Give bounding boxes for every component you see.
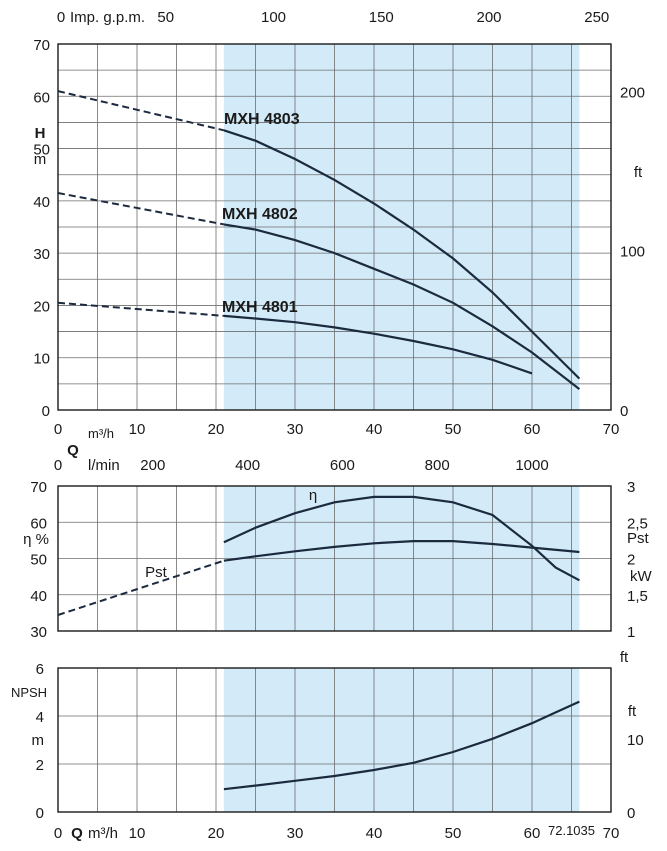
x-tick-label: 0 bbox=[54, 421, 62, 438]
series-mxh-4802-extrapolated bbox=[57, 192, 225, 226]
figure-code: 72.1035 bbox=[548, 823, 595, 838]
series-label: Pst bbox=[145, 564, 168, 581]
right-tick-label: 2 bbox=[627, 552, 635, 569]
x-tick-label: 50 bbox=[445, 825, 462, 842]
series-npsh-line bbox=[223, 700, 580, 791]
x-tick-label: 10 bbox=[129, 421, 146, 438]
right-tick-label: 1 bbox=[627, 624, 635, 641]
y-tick-label: 2 bbox=[36, 757, 44, 774]
y-tick-label: 0 bbox=[42, 403, 50, 420]
x-tick-label: 50 bbox=[445, 421, 462, 438]
top-tick-label: 600 bbox=[330, 457, 355, 474]
x-axis-label: Q bbox=[71, 825, 83, 842]
x-axis-label: Q bbox=[67, 442, 79, 459]
plot-frame bbox=[57, 667, 612, 813]
y-tick-label: 10 bbox=[33, 351, 50, 368]
right-tick-label: 1,5 bbox=[627, 588, 648, 605]
right-axis-label: Pst bbox=[627, 530, 650, 547]
series-eta-line bbox=[223, 495, 580, 582]
series-pst-extrapolated bbox=[57, 559, 225, 616]
y-tick-label: 60 bbox=[30, 515, 47, 532]
right-tick-label: 3 bbox=[627, 479, 635, 496]
x-tick-label: 20 bbox=[208, 421, 225, 438]
x-unit-label: m³/h bbox=[88, 426, 114, 441]
right-unit-label: ft bbox=[634, 164, 643, 181]
y-tick-label: 30 bbox=[30, 624, 47, 641]
right-unit-label: kW bbox=[630, 568, 653, 585]
top-tick-label: 100 bbox=[261, 9, 286, 26]
top-tick-label: 0 bbox=[54, 457, 62, 474]
y-axis-label: η % bbox=[23, 531, 49, 548]
top-tick-label: 200 bbox=[477, 9, 502, 26]
y-tick-label: 50 bbox=[33, 142, 50, 159]
top-tick-label: 250 bbox=[584, 9, 609, 26]
top-tick-label: 200 bbox=[140, 457, 165, 474]
y-tick-label: 0 bbox=[36, 805, 44, 822]
series-label: MXH 4802 bbox=[222, 206, 298, 223]
series-mxh-4801-extrapolated bbox=[57, 301, 224, 317]
series-mxh-4803-line bbox=[223, 129, 581, 380]
x-tick-label: 40 bbox=[366, 825, 383, 842]
y-tick-label: 60 bbox=[33, 89, 50, 106]
plot-frame bbox=[57, 43, 612, 411]
right-unit-label: ft bbox=[620, 649, 629, 666]
y-tick-label: 30 bbox=[33, 246, 50, 263]
top-tick-label: 1000 bbox=[515, 457, 548, 474]
plot-frame bbox=[57, 485, 612, 632]
y-tick-label: 40 bbox=[30, 588, 47, 605]
operating-range-shade bbox=[223, 668, 580, 812]
right-tick-label: 0 bbox=[620, 403, 628, 420]
top-axis-label: l/min bbox=[88, 457, 120, 474]
y-tick-label: 50 bbox=[30, 552, 47, 569]
series-mxh-4802-line bbox=[223, 223, 581, 390]
y-axis-label: H bbox=[35, 125, 46, 142]
series-mxh-4801-line bbox=[223, 314, 533, 375]
series-label: η bbox=[309, 487, 317, 504]
x-tick-label: 70 bbox=[603, 421, 620, 438]
y-unit-label: m bbox=[34, 151, 47, 168]
top-axis-label: Imp. g.p.m. bbox=[70, 9, 145, 26]
series-mxh-4803-extrapolated bbox=[57, 90, 225, 132]
x-tick-label: 40 bbox=[366, 421, 383, 438]
x-tick-label: 60 bbox=[524, 421, 541, 438]
y-axis-label: NPSH bbox=[11, 685, 47, 700]
x-tick-label: 60 bbox=[524, 825, 541, 842]
x-tick-label: 0 bbox=[54, 825, 62, 842]
x-unit-label: m³/h bbox=[88, 825, 118, 842]
right-tick-label: 200 bbox=[620, 84, 645, 101]
series-pst-line bbox=[223, 540, 580, 562]
y-tick-label: 40 bbox=[33, 194, 50, 211]
y-tick-label: 6 bbox=[36, 661, 44, 678]
top-tick-label: 50 bbox=[157, 9, 174, 26]
right-tick-label: 2,5 bbox=[627, 515, 648, 532]
y-tick-label: 70 bbox=[30, 479, 47, 496]
y-tick-label: 4 bbox=[36, 709, 44, 726]
y-tick-label: 70 bbox=[33, 37, 50, 54]
right-tick-label: 100 bbox=[620, 244, 645, 261]
x-tick-label: 20 bbox=[208, 825, 225, 842]
top-tick-label: 150 bbox=[369, 9, 394, 26]
x-tick-label: 30 bbox=[287, 421, 304, 438]
x-tick-label: 10 bbox=[129, 825, 146, 842]
x-tick-label: 30 bbox=[287, 825, 304, 842]
right-unit-label: ft bbox=[628, 703, 637, 720]
y-tick-label: 20 bbox=[33, 298, 50, 315]
y-unit-label: m bbox=[32, 732, 45, 749]
top-tick-label: 0 bbox=[57, 9, 65, 26]
right-tick-label: 0 bbox=[627, 805, 635, 822]
series-label: MXH 4803 bbox=[224, 111, 300, 128]
x-tick-label: 70 bbox=[603, 825, 620, 842]
top-tick-label: 400 bbox=[235, 457, 260, 474]
series-label: MXH 4801 bbox=[222, 299, 298, 316]
top-tick-label: 800 bbox=[425, 457, 450, 474]
right-tick-label: 10 bbox=[627, 732, 644, 749]
